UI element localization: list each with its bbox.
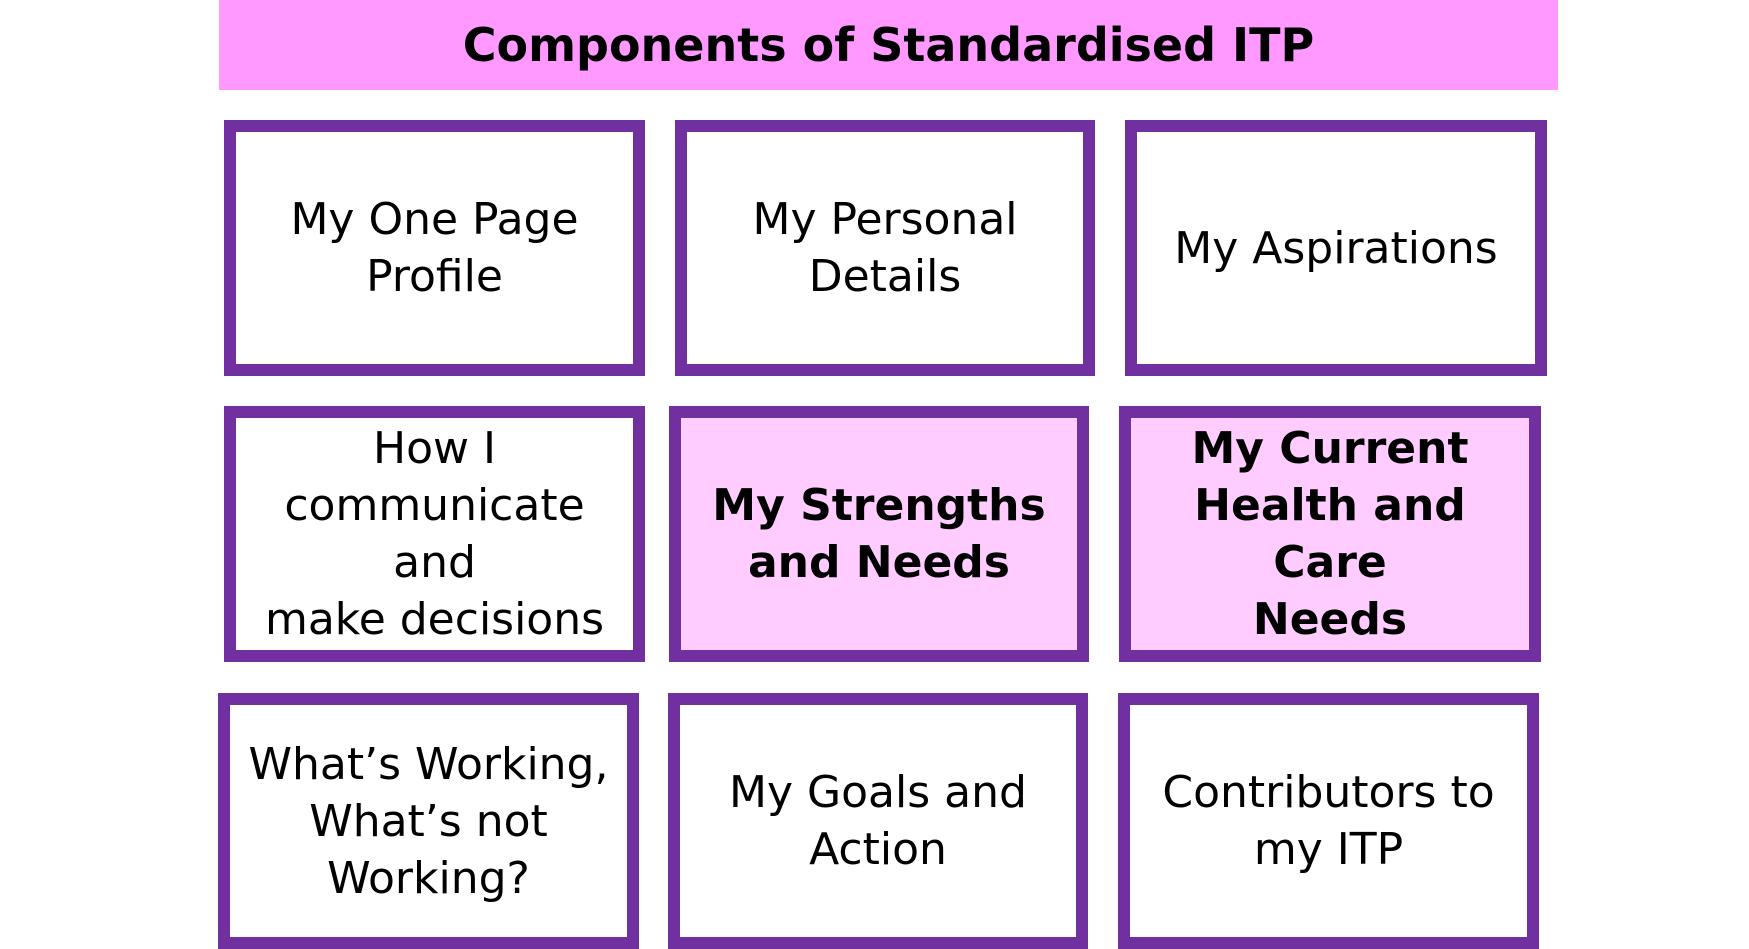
component-label: My Personal Details xyxy=(752,194,1018,302)
diagram-title: Components of Standardised ITP xyxy=(462,18,1315,72)
component-box-strengths-needs: My Strengths and Needs xyxy=(669,406,1089,662)
component-box-one-page-profile: My One Page Profile xyxy=(224,120,645,376)
component-box-health-care-needs: My Current Health and Care Needs xyxy=(1119,406,1541,662)
component-box-contributors: Contributors to my ITP xyxy=(1118,693,1539,949)
component-label: My Current Health and Care Needs xyxy=(1191,423,1469,645)
component-label: How I communicate and make decisions xyxy=(264,423,605,645)
component-box-personal-details: My Personal Details xyxy=(675,120,1095,376)
component-label: My Strengths and Needs xyxy=(712,480,1046,588)
component-box-communicate-decisions: How I communicate and make decisions xyxy=(224,406,645,662)
component-label: Contributors to my ITP xyxy=(1162,767,1495,875)
component-box-whats-working: What’s Working, What’s not Working? xyxy=(218,693,639,949)
title-banner: Components of Standardised ITP xyxy=(219,0,1558,90)
component-label: My Goals and Action xyxy=(729,767,1027,875)
component-box-goals-action: My Goals and Action xyxy=(668,693,1088,949)
component-box-aspirations: My Aspirations xyxy=(1125,120,1547,376)
component-label: My Aspirations xyxy=(1174,222,1498,274)
component-label: My One Page Profile xyxy=(290,194,579,302)
component-label: What’s Working, What’s not Working? xyxy=(248,738,609,904)
